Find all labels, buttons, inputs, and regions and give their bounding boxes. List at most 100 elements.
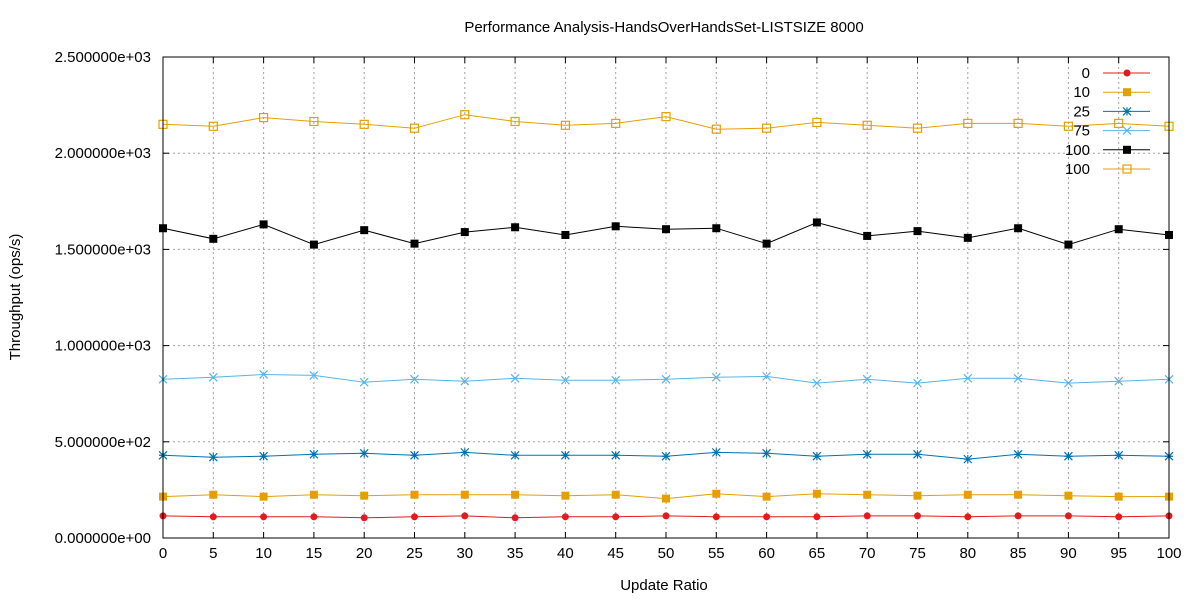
data-point [1013, 373, 1023, 383]
data-point [913, 491, 922, 500]
data-point [711, 124, 721, 134]
data-point [460, 490, 469, 499]
data-point [1013, 449, 1023, 459]
data-point [812, 117, 822, 128]
data-point [863, 490, 872, 499]
data-point [309, 490, 318, 499]
data-point [712, 489, 721, 498]
data-point [662, 225, 670, 234]
data-point [661, 451, 671, 461]
x-tick-label: 0 [159, 545, 167, 562]
data-point [1063, 451, 1073, 461]
series-5 [158, 110, 1174, 134]
x-tick-label: 30 [456, 545, 473, 562]
data-point [560, 120, 571, 130]
data-point [963, 454, 973, 464]
y-tick-label: 1.500000e+03 [55, 241, 151, 258]
data-point [360, 514, 368, 522]
data-point [913, 449, 922, 459]
data-point [762, 239, 771, 248]
data-point [1063, 378, 1073, 388]
data-point [611, 222, 620, 231]
data-point [662, 494, 670, 503]
data-point [914, 512, 921, 520]
data-point [761, 123, 772, 133]
data-point [209, 490, 218, 499]
data-point [410, 450, 419, 460]
data-point [510, 373, 520, 383]
series-0 [159, 512, 1173, 522]
data-point [208, 121, 218, 131]
data-point [561, 230, 570, 239]
data-point [1115, 513, 1123, 521]
data-point [812, 218, 821, 227]
data-point [561, 491, 570, 500]
data-point [209, 234, 218, 243]
data-point [511, 490, 520, 499]
data-point [259, 451, 269, 461]
y-tick-label: 5.000000e+02 [55, 434, 151, 451]
data-point [963, 233, 972, 242]
data-point [460, 447, 470, 457]
data-point [913, 378, 922, 388]
data-point [963, 490, 972, 499]
data-point [359, 448, 369, 458]
grid [163, 57, 1169, 538]
y-tick-label: 2.500000e+03 [55, 49, 151, 66]
data-point [912, 123, 923, 133]
data-point [259, 492, 268, 501]
data-point [460, 376, 470, 386]
x-tick-label: 100 [1156, 545, 1181, 562]
x-tick-label: 55 [708, 545, 725, 562]
data-point [863, 231, 872, 240]
x-tick-label: 25 [406, 545, 423, 562]
data-point [862, 374, 872, 384]
data-point [1122, 126, 1132, 136]
data-point [511, 223, 520, 232]
data-point [762, 492, 771, 501]
data-point [812, 378, 822, 388]
data-point [963, 373, 973, 383]
x-tick-label: 15 [306, 545, 323, 562]
legend: 0 10 25 75 100 100 [1065, 65, 1150, 178]
data-point [863, 512, 871, 520]
data-point [1114, 118, 1124, 128]
data-point [813, 513, 821, 521]
data-point [309, 116, 319, 127]
x-axis: 0 5 10 15 20 25 30 35 40 45 50 55 60 65 70 75 80 85 90 95 10… [159, 545, 1182, 562]
data-point [360, 491, 369, 500]
data-point [208, 372, 218, 382]
legend-item: 100 [1065, 161, 1150, 178]
data-point [1063, 121, 1074, 131]
x-axis-label: Update Ratio [620, 577, 708, 594]
data-point [1123, 69, 1131, 77]
data-point [309, 240, 318, 249]
x-tick-label: 75 [909, 545, 926, 562]
x-tick-label: 45 [607, 545, 624, 562]
data-point [1123, 145, 1131, 154]
data-point [1064, 240, 1073, 249]
data-point [913, 227, 922, 236]
data-point [661, 112, 671, 122]
data-point [511, 514, 519, 522]
chart-title: Performance Analysis-HandsOverHandsSet-L… [464, 19, 863, 36]
data-point [561, 513, 569, 521]
data-point [762, 371, 772, 381]
data-point [612, 513, 620, 521]
x-tick-label: 65 [809, 545, 826, 562]
data-point [560, 375, 570, 385]
data-point [1114, 492, 1123, 501]
data-point [611, 490, 620, 499]
data-point [260, 513, 268, 521]
y-tick-label: 1.000000e+03 [55, 338, 151, 355]
axis-ticks [162, 56, 1170, 539]
data-point [209, 513, 217, 521]
data-point [259, 370, 269, 379]
data-point [359, 377, 369, 387]
x-tick-label: 20 [356, 545, 373, 562]
data-point [712, 513, 720, 521]
data-point [611, 450, 621, 460]
data-point [1014, 224, 1023, 233]
y-tick-label: 0.000000e+00 [55, 530, 151, 547]
data-point [1114, 225, 1123, 234]
